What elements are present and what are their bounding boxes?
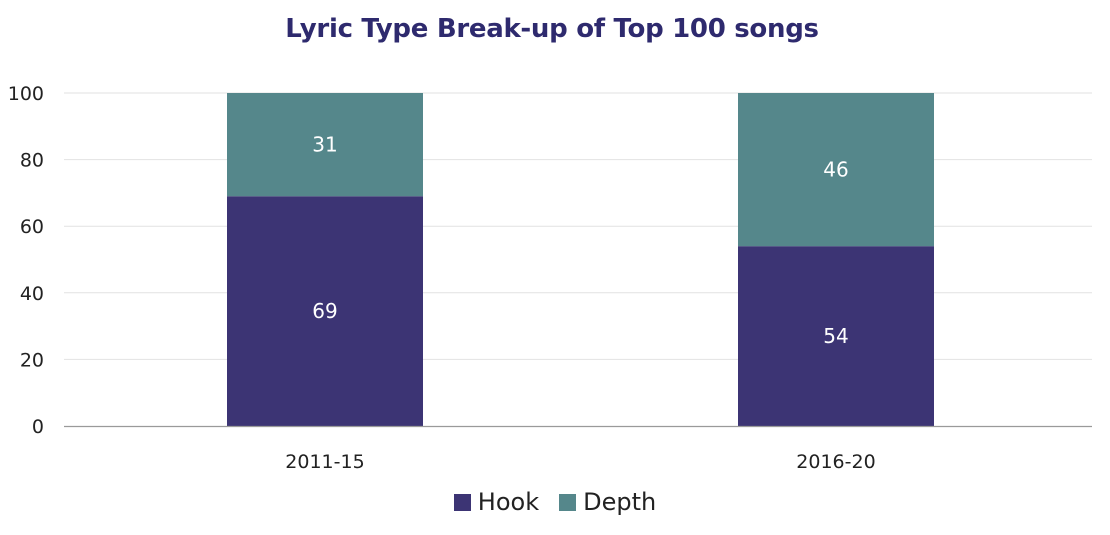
bar-hook-2011-15[interactable]	[227, 196, 423, 426]
y-tick-label: 60	[20, 216, 44, 238]
legend-label-depth: Depth	[583, 488, 657, 516]
y-tick-label: 20	[20, 349, 44, 371]
bar-depth-2011-15[interactable]	[227, 93, 423, 197]
y-tick-label: 80	[20, 150, 44, 172]
data-label-depth-2011-15: 31	[312, 133, 337, 157]
chart-title: Lyric Type Break-up of Top 100 songs	[285, 14, 819, 44]
y-tick-label: 0	[32, 416, 44, 438]
bars: 69 31 54 46	[227, 93, 934, 426]
x-axis-ticks: 2011-15 2016-20	[285, 451, 875, 473]
x-tick-label: 2016-20	[796, 451, 875, 473]
data-label-hook-2011-15: 69	[312, 299, 337, 323]
y-tick-label: 100	[8, 83, 44, 105]
y-axis-ticks: 0 20 40 60 80 100	[8, 83, 44, 438]
grid-lines	[64, 92, 1092, 360]
legend-label-hook: Hook	[477, 488, 540, 516]
x-tick-label: 2011-15	[285, 451, 364, 473]
y-tick-label: 40	[20, 283, 44, 305]
bar-depth-2016-20[interactable]	[738, 93, 934, 247]
legend-swatch-depth	[559, 493, 577, 511]
bar-hook-2016-20[interactable]	[738, 246, 934, 426]
data-label-hook-2016-20: 54	[823, 324, 848, 348]
legend-item-hook[interactable]: Hook	[453, 488, 540, 516]
legend: Hook Depth	[0, 488, 1110, 516]
legend-swatch-hook	[453, 493, 471, 511]
legend-item-depth[interactable]: Depth	[559, 488, 656, 516]
data-label-depth-2016-20: 46	[823, 158, 848, 182]
